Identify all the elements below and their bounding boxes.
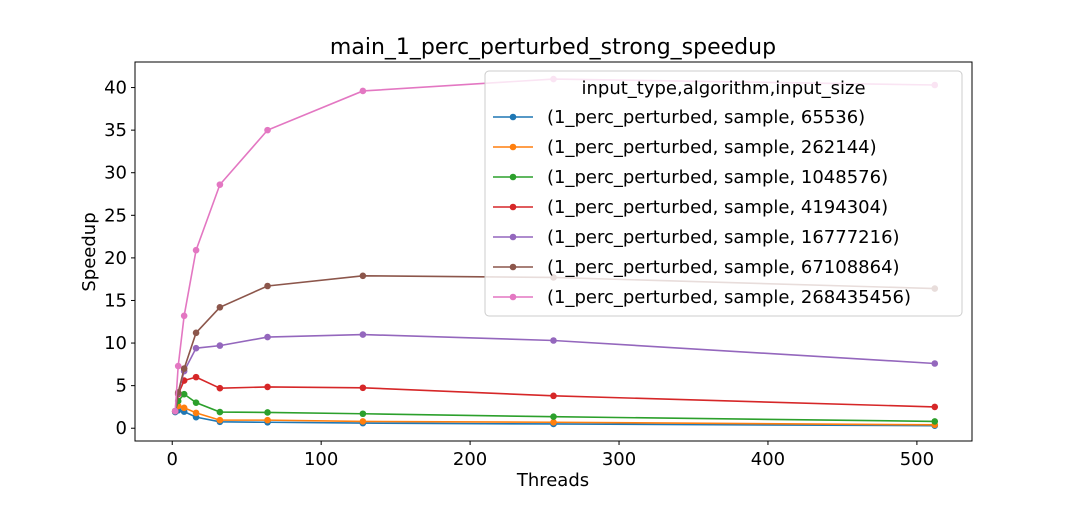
data-point — [550, 392, 557, 400]
data-point — [216, 342, 224, 349]
x-tick-label: 500 — [900, 449, 934, 470]
data-point — [931, 360, 939, 367]
series-line — [174, 333, 935, 412]
data-point — [264, 282, 271, 290]
data-point — [550, 418, 557, 426]
x-axis-label: Threads — [516, 470, 589, 491]
data-point — [192, 344, 200, 352]
series-4 — [171, 331, 939, 415]
data-point — [550, 413, 557, 421]
y-axis-label: Speedup — [79, 212, 100, 291]
data-point — [359, 418, 367, 425]
data-point — [359, 410, 367, 418]
legend-item: (1_perc_perturbed, sample, 1048576) — [493, 167, 888, 188]
legend-label: (1_perc_perturbed, sample, 4194304) — [547, 197, 888, 218]
data-point — [180, 312, 188, 320]
x-tick-label: 200 — [453, 449, 487, 470]
data-point — [216, 384, 224, 392]
y-tick-label: 15 — [104, 290, 127, 311]
x-tick-label: 300 — [602, 449, 636, 470]
plot-frame — [134, 61, 973, 442]
data-point — [264, 409, 271, 416]
legend-title: input_type,algorithm,input_size — [581, 78, 865, 99]
data-point — [264, 416, 271, 424]
data-point — [192, 329, 200, 337]
data-point — [931, 403, 939, 411]
data-point — [550, 337, 557, 344]
y-tick-label: 40 — [104, 78, 127, 99]
y-tick-label: 30 — [104, 163, 127, 184]
data-point — [192, 399, 200, 406]
legend-marker — [509, 173, 517, 181]
data-point — [216, 408, 224, 416]
y-tick-label: 10 — [104, 333, 127, 354]
y-tick-label: 20 — [104, 248, 127, 269]
data-point — [180, 390, 188, 398]
data-point — [359, 331, 367, 338]
data-point — [264, 383, 271, 391]
data-point — [216, 303, 224, 311]
data-point — [216, 416, 224, 424]
legend-marker — [509, 233, 517, 241]
y-tick-label: 25 — [104, 205, 127, 226]
legend-item: (1_perc_perturbed, sample, 67108864) — [493, 257, 900, 278]
x-tick-label: 400 — [751, 449, 785, 470]
legend-label: (1_perc_perturbed, sample, 67108864) — [547, 257, 900, 278]
y-tick-label: 5 — [116, 376, 127, 397]
data-point — [180, 365, 188, 372]
legend-label: (1_perc_perturbed, sample, 1048576) — [547, 167, 888, 188]
data-point — [216, 181, 224, 188]
data-point — [174, 362, 182, 370]
data-point — [359, 384, 367, 392]
legend-label: (1_perc_perturbed, sample, 65536) — [547, 107, 865, 128]
legend-label: (1_perc_perturbed, sample, 262144) — [547, 137, 877, 158]
data-point — [264, 333, 271, 341]
y-tick-label: 35 — [104, 120, 127, 141]
legend-label: (1_perc_perturbed, sample, 268435456) — [547, 287, 911, 308]
plot-area — [171, 75, 939, 429]
data-point — [180, 404, 188, 412]
data-point — [192, 373, 200, 381]
legend-label: (1_perc_perturbed, sample, 16777216) — [547, 227, 900, 248]
axes: 0 100 200 300 400 500 0 5 10 15 20 25 30 35 40 — [104, 61, 973, 470]
data-point — [192, 246, 200, 254]
legend-marker — [509, 293, 517, 301]
x-tick-label: 100 — [304, 449, 338, 470]
x-tick-label: 0 — [167, 449, 178, 470]
legend-item: (1_perc_perturbed, sample, 65536) — [493, 107, 865, 128]
legend-item: (1_perc_perturbed, sample, 262144) — [493, 137, 877, 158]
data-point — [359, 87, 367, 95]
data-point — [931, 418, 939, 425]
data-point — [192, 409, 200, 417]
legend-marker — [509, 143, 517, 151]
legend-marker — [509, 203, 517, 211]
legend: input_type,algorithm,input_size (1_perc_p… — [484, 70, 963, 317]
legend-item: (1_perc_perturbed, sample, 4194304) — [493, 197, 888, 218]
y-tick-label: 0 — [116, 418, 127, 439]
data-point — [171, 407, 179, 415]
data-point — [359, 272, 367, 280]
data-point — [264, 126, 271, 134]
legend-marker — [509, 113, 517, 121]
chart-title: main_1_perc_perturbed_strong_speedup — [330, 35, 776, 60]
legend-marker — [509, 263, 517, 271]
series-3 — [171, 373, 939, 415]
legend-box — [484, 70, 963, 317]
legend-item: (1_perc_perturbed, sample, 16777216) — [493, 227, 900, 248]
legend-item: (1_perc_perturbed, sample, 268435456) — [493, 287, 911, 308]
